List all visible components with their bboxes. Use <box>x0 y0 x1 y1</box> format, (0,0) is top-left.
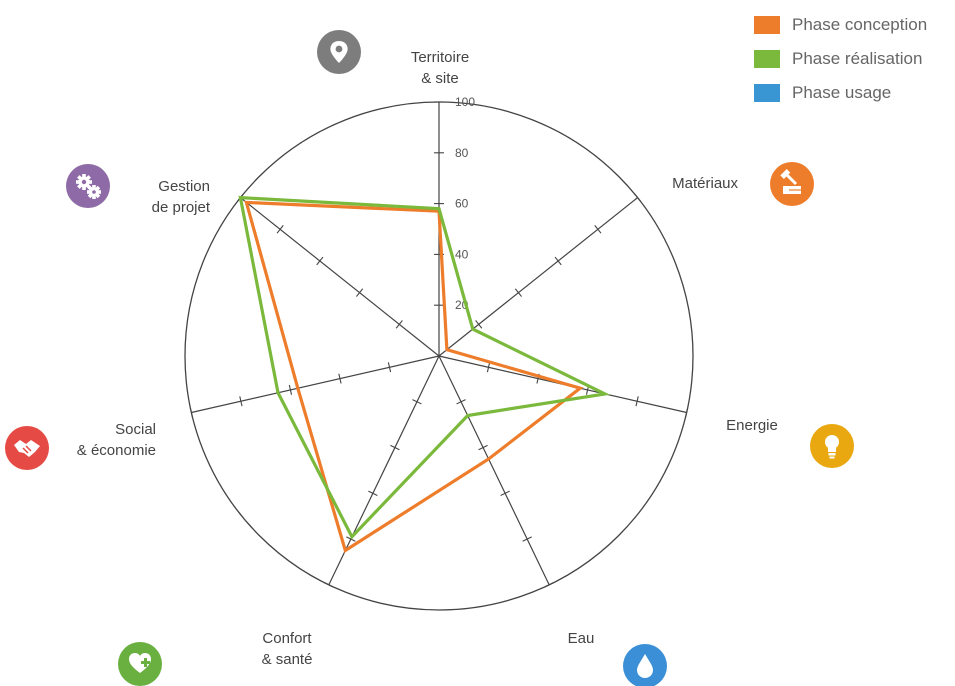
heart-plus-icon <box>118 642 162 686</box>
axis-spoke <box>191 356 439 413</box>
axis-tick <box>595 225 601 233</box>
axis-tick <box>634 194 640 202</box>
axis-label-line: Social <box>115 421 156 438</box>
legend-swatch <box>754 50 780 68</box>
tick-label: 60 <box>455 197 469 211</box>
axis-label-line: Territoire <box>411 49 469 66</box>
series-line <box>240 198 605 537</box>
axis-label-line: Confort <box>262 630 312 647</box>
axis-label: Eau <box>568 630 595 647</box>
legend-label: Phase usage <box>792 83 891 103</box>
axis-label: Matériaux <box>672 175 738 192</box>
axis-tick <box>412 400 421 404</box>
axis-label-line: & santé <box>262 651 313 668</box>
axis-label: Energie <box>726 417 778 434</box>
legend-label: Phase réalisation <box>792 49 922 69</box>
axis-tick <box>390 445 399 449</box>
axis-tick <box>523 537 532 541</box>
axis-tick <box>356 289 362 297</box>
axis-label-line: & site <box>421 70 459 87</box>
axis-label: Territoire & site <box>411 49 469 87</box>
tools-icon <box>770 162 814 206</box>
axis-spoke <box>439 356 549 585</box>
tick-label: 100 <box>455 95 475 109</box>
axis-tick <box>324 583 333 587</box>
axis-tick <box>515 289 521 297</box>
axis-tick <box>396 320 402 328</box>
legend-swatch <box>754 84 780 102</box>
axis-label-line: Energie <box>726 417 778 434</box>
legend-item[interactable]: Phase conception <box>754 8 927 42</box>
axis-label: Social & économie <box>77 421 156 459</box>
axis-label-line: Matériaux <box>672 175 738 192</box>
axis-spoke <box>240 198 439 356</box>
axis-tick <box>476 320 482 328</box>
axis-tick <box>479 445 488 449</box>
tick-label: 40 <box>455 247 469 261</box>
axis-label: Confort & santé <box>262 630 313 668</box>
tick-label: 80 <box>455 146 469 160</box>
axis-tick <box>555 257 561 265</box>
map-pin-icon <box>317 30 361 74</box>
legend-item[interactable]: Phase usage <box>754 76 927 110</box>
axis-label-line: Gestion <box>158 178 210 195</box>
axis-label-line: & économie <box>77 442 156 459</box>
axis-tick <box>501 491 510 495</box>
axis-label-line: Eau <box>568 630 595 647</box>
axis-spoke <box>439 198 638 356</box>
axis-tick <box>545 583 554 587</box>
axis-tick <box>457 400 466 404</box>
axis-label-line: de projet <box>152 199 211 216</box>
axis-label: Gestion de projet <box>152 178 211 216</box>
legend-swatch <box>754 16 780 34</box>
lightbulb-icon <box>810 424 854 468</box>
handshake-icon <box>5 426 49 470</box>
axis-tick <box>368 491 377 495</box>
water-drop-icon <box>623 644 667 686</box>
axis-tick <box>277 225 283 233</box>
legend: Phase conception Phase réalisation Phase u… <box>754 8 927 110</box>
legend-item[interactable]: Phase réalisation <box>754 42 927 76</box>
axis-tick <box>317 257 323 265</box>
legend-label: Phase conception <box>792 15 927 35</box>
gears-icon <box>66 164 110 208</box>
